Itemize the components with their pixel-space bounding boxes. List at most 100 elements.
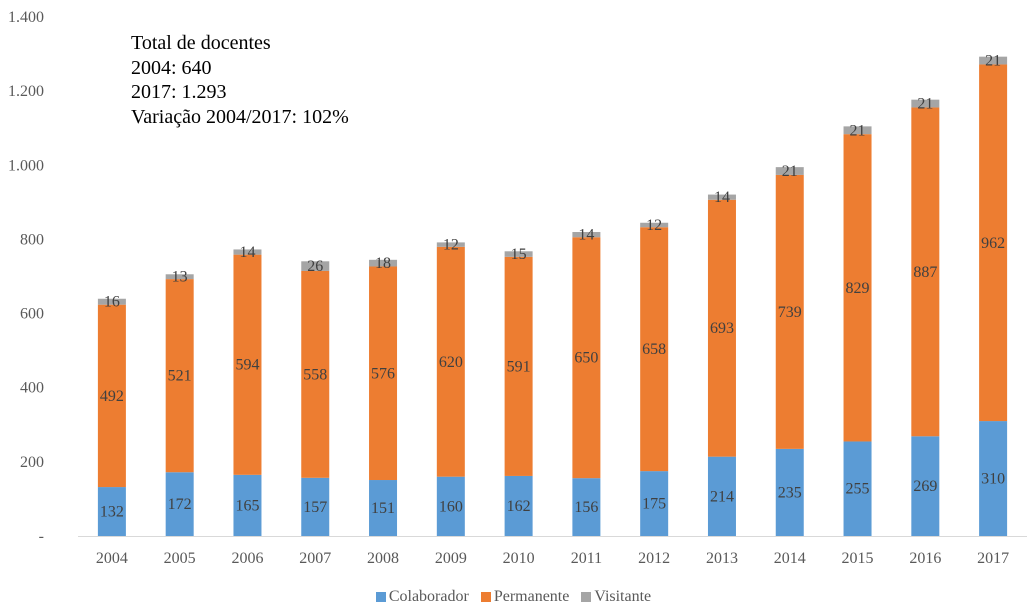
bar-colaborador-2007 <box>301 477 330 536</box>
bar-visitante-2006 <box>233 249 262 255</box>
data-label-colaborador-2014: 235 <box>778 484 802 501</box>
x-tick-label: 2009 <box>435 550 467 567</box>
stacked-bar-chart: - 200 400 600 800 1.000 1.200 1.400 132 492 16 172… <box>8 9 1027 567</box>
bar-colaborador-2008 <box>369 480 398 536</box>
data-label-permanente-2007: 558 <box>303 366 327 383</box>
bar-colaborador-2012 <box>640 471 669 536</box>
bar-permanente-2017 <box>979 64 1008 422</box>
bar-permanente-2015 <box>843 134 872 442</box>
chart-annotation: Total de docentes 2004: 640 2017: 1.293 … <box>131 31 349 129</box>
y-tick-label: 400 <box>20 380 44 397</box>
bar-visitante-2004 <box>97 298 126 305</box>
data-label-visitante-2007: 26 <box>307 258 323 275</box>
bar-permanente-2010 <box>504 256 533 476</box>
x-tick-label: 2015 <box>842 550 874 567</box>
data-label-colaborador-2013: 214 <box>710 488 734 505</box>
x-tick-label: 2007 <box>299 550 331 567</box>
legend-swatch-visitante <box>581 592 592 602</box>
data-label-permanente-2009: 620 <box>439 354 463 371</box>
bar-permanente-2011 <box>572 237 601 479</box>
data-label-visitante-2004: 16 <box>104 294 120 311</box>
bar-colaborador-2009 <box>436 476 465 536</box>
data-label-permanente-2012: 658 <box>642 341 666 358</box>
y-tick-label: 200 <box>20 454 44 471</box>
x-tick-label: 2008 <box>367 550 399 567</box>
y-tick-label: 1.000 <box>8 157 44 174</box>
legend-item-visitante: Visitante <box>581 588 651 606</box>
bar-visitante-2011 <box>572 232 601 238</box>
bar-colaborador-2004 <box>97 487 126 536</box>
bar-visitante-2010 <box>504 251 533 257</box>
bar-visitante-2008 <box>369 259 398 267</box>
data-label-permanente-2011: 650 <box>574 350 598 367</box>
bar-permanente-2012 <box>640 227 669 472</box>
data-label-permanente-2010: 591 <box>507 358 531 375</box>
legend-swatch-permanente <box>480 592 491 602</box>
x-tick-label: 2012 <box>638 550 670 567</box>
x-tick-label: 2017 <box>977 550 1009 567</box>
bar-visitante-2005 <box>165 274 194 280</box>
x-axis: 2004 2005 2006 2007 2008 2009 2010 2011 2012 2013… <box>96 550 1009 567</box>
data-label-visitante-2006: 14 <box>239 244 255 261</box>
bar-colaborador-2013 <box>707 456 736 536</box>
x-tick-label: 2011 <box>571 550 602 567</box>
x-tick-label: 2005 <box>164 550 196 567</box>
bar-visitante-2013 <box>707 194 736 200</box>
y-tick-label: 800 <box>20 231 44 248</box>
data-label-colaborador-2011: 156 <box>574 499 598 516</box>
data-label-colaborador-2008: 151 <box>371 500 395 517</box>
data-label-visitante-2014: 21 <box>782 163 798 180</box>
x-tick-label: 2016 <box>909 550 941 567</box>
bar-permanente-2016 <box>911 107 940 437</box>
bar-permanente-2005 <box>165 279 194 473</box>
bar-colaborador-2006 <box>233 474 262 536</box>
legend-item-permanente: Permanente <box>480 588 570 606</box>
y-tick-label: 600 <box>20 306 44 323</box>
data-label-colaborador-2006: 165 <box>235 497 259 514</box>
legend: Colaborador Permanente Visitante <box>0 588 1027 607</box>
x-tick-label: 2013 <box>706 550 738 567</box>
legend-item-colaborador: Colaborador <box>375 588 469 606</box>
bar-permanente-2014 <box>775 174 804 449</box>
bar-permanente-2008 <box>369 266 398 481</box>
legend-label-permanente: Permanente <box>493 588 570 605</box>
data-label-permanente-2005: 521 <box>168 368 192 385</box>
bar-colaborador-2015 <box>843 441 872 536</box>
data-label-visitante-2008: 18 <box>375 255 391 272</box>
y-tick-label: - <box>39 528 44 545</box>
y-tick-label: 1.200 <box>8 83 44 100</box>
bar-visitante-2014 <box>775 167 804 175</box>
data-label-colaborador-2009: 160 <box>439 498 463 515</box>
bar-permanente-2004 <box>97 304 126 488</box>
bar-colaborador-2010 <box>504 475 533 536</box>
data-label-colaborador-2015: 255 <box>846 481 870 498</box>
data-label-colaborador-2007: 157 <box>303 499 327 516</box>
legend-swatch-colaborador <box>375 592 386 602</box>
bar-colaborador-2011 <box>572 478 601 536</box>
bars: 132 492 16 172 521 13 165 594 14 157 558 26 151 576 18… <box>97 53 1008 536</box>
bar-colaborador-2016 <box>911 436 940 536</box>
bar-permanente-2006 <box>233 254 262 475</box>
data-label-permanente-2014: 739 <box>778 304 802 321</box>
data-label-colaborador-2010: 162 <box>507 498 531 515</box>
annotation-2017-total: 2017: 1.293 <box>131 81 227 103</box>
data-label-colaborador-2005: 172 <box>168 496 192 513</box>
data-label-colaborador-2012: 175 <box>642 496 666 513</box>
data-label-permanente-2008: 576 <box>371 365 395 382</box>
x-tick-label: 2004 <box>96 550 128 567</box>
data-label-colaborador-2016: 269 <box>913 478 937 495</box>
annotation-title: Total de docentes <box>131 32 271 54</box>
data-label-permanente-2006: 594 <box>235 357 259 374</box>
x-tick-label: 2006 <box>231 550 263 567</box>
bar-colaborador-2014 <box>775 448 804 536</box>
x-tick-label: 2014 <box>774 550 806 567</box>
data-label-visitante-2012: 12 <box>646 217 662 234</box>
data-label-visitante-2015: 21 <box>850 122 866 139</box>
y-tick-label: 1.400 <box>8 9 44 26</box>
data-label-visitante-2016: 21 <box>917 96 933 113</box>
data-label-colaborador-2017: 310 <box>981 471 1005 488</box>
data-label-visitante-2011: 14 <box>578 227 594 244</box>
data-label-visitante-2017: 21 <box>985 53 1001 70</box>
legend-label-visitante: Visitante <box>594 588 652 605</box>
data-label-colaborador-2004: 132 <box>100 504 124 521</box>
